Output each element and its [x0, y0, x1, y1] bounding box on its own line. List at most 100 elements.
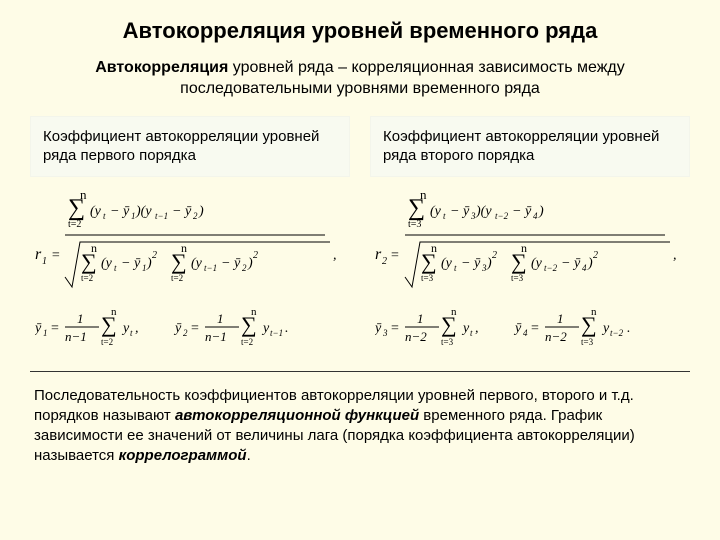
svg-text:2: 2: [242, 263, 247, 273]
svg-text:t=2: t=2: [81, 273, 93, 283]
svg-text:=: =: [51, 248, 60, 263]
svg-text:t=2: t=2: [101, 337, 113, 347]
svg-text:ȳ: ȳ: [375, 321, 382, 336]
svg-text:ȳ: ȳ: [461, 204, 470, 219]
svg-text:ȳ: ȳ: [472, 256, 481, 271]
svg-text:n−2: n−2: [405, 329, 427, 344]
svg-text:t=2: t=2: [68, 219, 81, 230]
svg-text:2: 2: [253, 250, 258, 261]
footer-bold2: коррелограммой: [119, 447, 247, 464]
svg-text:t−1: t−1: [270, 328, 283, 338]
svg-text:t=2: t=2: [171, 273, 183, 283]
svg-text:(y: (y: [531, 256, 543, 271]
svg-text:−: −: [513, 204, 521, 219]
svg-text:∑: ∑: [241, 312, 257, 337]
label-second-order: Коэффициент автокорреляции уровней ряда …: [370, 116, 690, 177]
page-title: Автокорреляция уровней временного ряда: [30, 18, 690, 44]
svg-text:ȳ: ȳ: [183, 204, 192, 219]
svg-text:.: .: [285, 321, 289, 336]
svg-text:1: 1: [217, 311, 224, 326]
svg-text:t: t: [114, 263, 117, 273]
svg-text:t=3: t=3: [408, 219, 421, 230]
svg-text:1: 1: [42, 256, 47, 267]
svg-text:4: 4: [533, 211, 538, 221]
svg-text:t: t: [130, 328, 133, 338]
svg-text:t: t: [443, 211, 446, 221]
svg-text:1: 1: [557, 311, 564, 326]
svg-text:t−2: t−2: [495, 211, 509, 221]
svg-text:t=3: t=3: [581, 337, 594, 347]
svg-text:=: =: [391, 321, 399, 336]
svg-text:−: −: [173, 204, 181, 219]
svg-text:(y: (y: [90, 204, 102, 219]
divider: [30, 371, 690, 372]
svg-text:t=3: t=3: [441, 337, 454, 347]
svg-text:n−2: n−2: [545, 329, 567, 344]
svg-text:ȳ: ȳ: [121, 204, 130, 219]
svg-text:(y: (y: [441, 256, 453, 271]
svg-text:t−2: t−2: [544, 263, 558, 273]
svg-text:t=3: t=3: [421, 273, 434, 283]
svg-text:∑: ∑: [408, 195, 425, 221]
svg-text:1: 1: [417, 311, 424, 326]
svg-text:3: 3: [382, 328, 388, 338]
svg-text:∑: ∑: [101, 312, 117, 337]
svg-text:(y: (y: [191, 256, 203, 271]
svg-text:ȳ: ȳ: [513, 321, 522, 336]
svg-text:t−1: t−1: [204, 263, 217, 273]
col-second-order: Коэффициент автокорреляции уровней ряда …: [370, 116, 690, 361]
svg-text:r: r: [35, 246, 42, 263]
svg-text:∑: ∑: [421, 249, 437, 274]
svg-text:∑: ∑: [581, 312, 597, 337]
svg-text:,: ,: [135, 321, 139, 336]
svg-text:−: −: [111, 204, 119, 219]
svg-text:r: r: [375, 246, 382, 263]
svg-text:t=2: t=2: [241, 337, 253, 347]
formula-r1: r 1 = n ∑ t=2 (y t − ȳ 1 )(y t−1: [30, 187, 350, 357]
definition-text: Автокорреляция уровней ряда – корреляцио…: [50, 58, 670, 100]
footer-text: Последовательность коэффициентов автокор…: [30, 386, 690, 467]
label-first-order: Коэффициент автокорреляции уровней ряда …: [30, 116, 350, 177]
svg-text:∑: ∑: [68, 195, 85, 221]
svg-text:.: .: [627, 321, 631, 336]
svg-text:,: ,: [475, 321, 479, 336]
definition-bold: Автокорреляция: [95, 59, 228, 76]
svg-text:∑: ∑: [171, 249, 187, 274]
svg-text:ȳ: ȳ: [232, 256, 241, 271]
svg-text:∑: ∑: [81, 249, 97, 274]
svg-text:): ): [198, 204, 204, 219]
svg-text:2: 2: [183, 328, 188, 338]
svg-text:=: =: [51, 321, 59, 336]
svg-text:ȳ: ȳ: [35, 321, 42, 336]
svg-text:∑: ∑: [441, 312, 457, 337]
svg-text:ȳ: ȳ: [523, 204, 532, 219]
svg-text:−: −: [462, 256, 470, 271]
svg-text:−: −: [122, 256, 130, 271]
formula-r2: r 2 = n ∑ t=3 (y t − ȳ 3 )(y t−2: [370, 187, 690, 357]
svg-text:t−2: t−2: [610, 328, 624, 338]
svg-text:4: 4: [582, 263, 587, 273]
svg-text:1: 1: [43, 328, 48, 338]
svg-text:2: 2: [152, 250, 157, 261]
svg-text:y: y: [121, 321, 130, 336]
svg-text:y: y: [261, 321, 270, 336]
svg-text:1: 1: [142, 263, 147, 273]
svg-text:t: t: [470, 328, 473, 338]
svg-text:y: y: [461, 321, 470, 336]
svg-text:)(y: )(y: [135, 204, 152, 219]
svg-text:y: y: [601, 321, 610, 336]
svg-text:=: =: [391, 248, 399, 263]
svg-text:,: ,: [333, 248, 337, 263]
col-first-order: Коэффициент автокорреляции уровней ряда …: [30, 116, 350, 361]
svg-text:2: 2: [382, 256, 387, 267]
svg-text:2: 2: [193, 211, 198, 221]
svg-text:(y: (y: [101, 256, 113, 271]
svg-text:∑: ∑: [511, 249, 527, 274]
svg-text:ȳ: ȳ: [173, 321, 182, 336]
svg-text:=: =: [191, 321, 199, 336]
formula-columns: Коэффициент автокорреляции уровней ряда …: [30, 116, 690, 361]
svg-text:)(y: )(y: [475, 204, 492, 219]
svg-text:n−1: n−1: [205, 329, 227, 344]
svg-text:=: =: [531, 321, 539, 336]
svg-text:t=3: t=3: [511, 273, 524, 283]
